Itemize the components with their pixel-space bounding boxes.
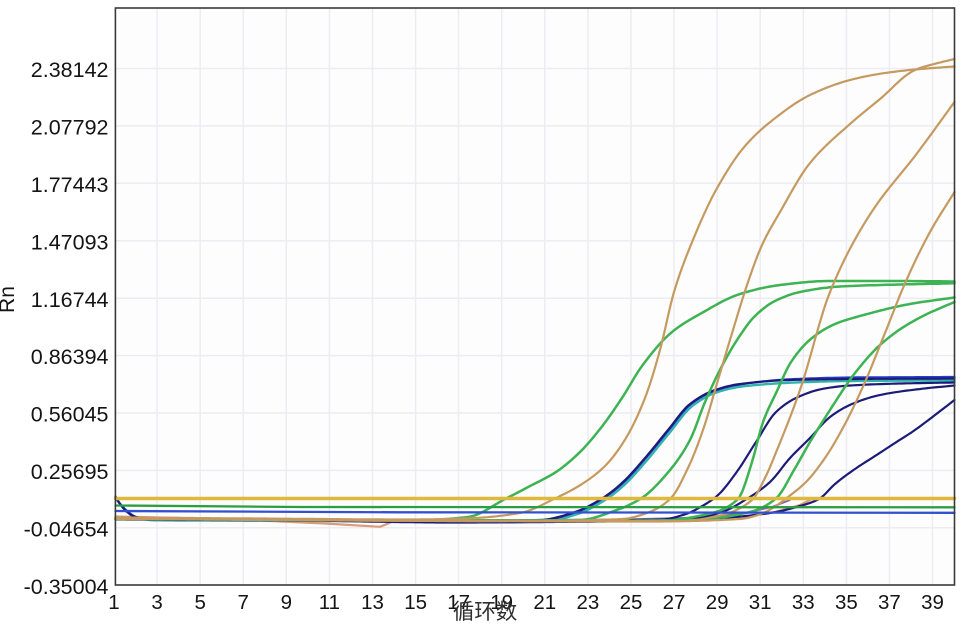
svg-text:0.25695: 0.25695 xyxy=(31,460,109,484)
svg-text:7: 7 xyxy=(237,591,248,614)
svg-text:2.07792: 2.07792 xyxy=(31,116,109,140)
svg-text:31: 31 xyxy=(749,591,772,614)
svg-text:37: 37 xyxy=(878,591,901,614)
svg-text:23: 23 xyxy=(576,591,599,614)
svg-text:-0.35004: -0.35004 xyxy=(24,575,109,599)
svg-text:29: 29 xyxy=(706,591,729,614)
svg-text:17: 17 xyxy=(447,591,470,614)
svg-text:2.38142: 2.38142 xyxy=(31,58,109,82)
svg-text:39: 39 xyxy=(921,591,944,614)
svg-text:19: 19 xyxy=(490,591,513,614)
svg-text:Rn: Rn xyxy=(0,286,19,313)
svg-text:13: 13 xyxy=(361,591,384,614)
svg-text:1.77443: 1.77443 xyxy=(31,173,109,197)
svg-text:5: 5 xyxy=(194,591,205,614)
svg-text:11: 11 xyxy=(319,591,340,614)
svg-text:27: 27 xyxy=(663,591,686,614)
svg-text:3: 3 xyxy=(151,591,162,614)
svg-text:9: 9 xyxy=(281,591,292,614)
svg-text:-0.04654: -0.04654 xyxy=(24,517,109,541)
svg-text:循环数: 循环数 xyxy=(453,600,518,624)
svg-text:35: 35 xyxy=(835,591,858,614)
svg-text:15: 15 xyxy=(404,591,427,614)
svg-text:0.86394: 0.86394 xyxy=(31,345,109,369)
svg-text:1: 1 xyxy=(108,591,119,614)
svg-text:1.47093: 1.47093 xyxy=(31,230,109,254)
svg-text:0.56045: 0.56045 xyxy=(31,403,109,427)
svg-text:21: 21 xyxy=(533,591,556,614)
svg-text:33: 33 xyxy=(792,591,815,614)
svg-text:1.16744: 1.16744 xyxy=(31,288,109,312)
svg-text:25: 25 xyxy=(620,591,643,614)
